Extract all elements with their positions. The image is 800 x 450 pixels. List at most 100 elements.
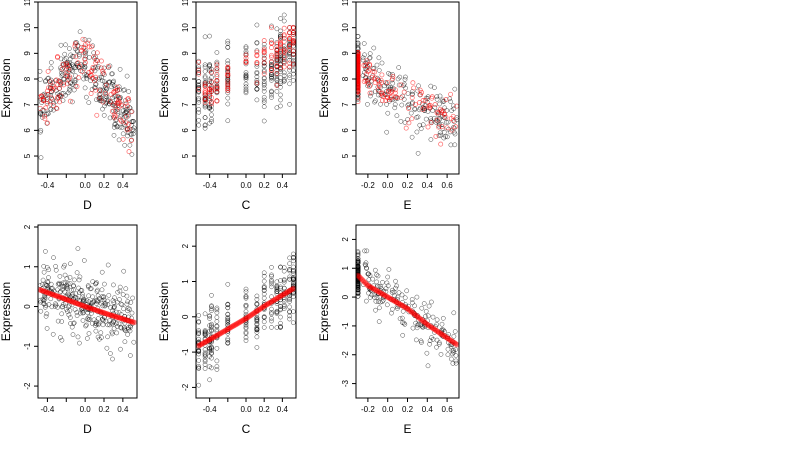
fitted-line-point <box>376 289 383 295</box>
fitted-point <box>356 84 361 90</box>
observed-point <box>290 254 296 260</box>
fitted-line-point <box>392 298 398 305</box>
observed-point <box>420 122 426 128</box>
observed-point <box>69 62 75 67</box>
fitted-line-point <box>231 322 237 329</box>
observed-point <box>214 50 220 55</box>
observed-point <box>433 324 439 330</box>
fitted-line-point <box>367 284 374 291</box>
fitted-point <box>126 96 131 102</box>
fitted-line-point <box>424 321 431 328</box>
observed-point <box>60 304 65 309</box>
fitted-line-point <box>359 277 366 283</box>
observed-point <box>261 97 267 103</box>
observed-point <box>269 299 274 305</box>
observed-point <box>406 303 411 309</box>
fitted-point <box>93 57 99 63</box>
observed-point <box>98 300 104 306</box>
observed-point <box>80 302 85 307</box>
fitted-point <box>79 69 85 75</box>
fitted-point <box>66 66 72 72</box>
observed-point <box>374 279 380 285</box>
observed-point <box>74 313 80 318</box>
fitted-point <box>385 88 391 94</box>
observed-point <box>274 26 280 32</box>
observed-point <box>287 261 292 266</box>
fitted-point <box>104 82 110 88</box>
observed-point <box>290 283 296 289</box>
fitted-point <box>380 93 386 99</box>
observed-point <box>131 128 137 133</box>
fitted-point <box>254 80 260 86</box>
observed-point <box>444 134 450 140</box>
observed-point <box>392 105 398 111</box>
observed-point <box>243 61 249 67</box>
observed-point <box>390 306 395 312</box>
fitted-point <box>411 85 417 91</box>
observed-point <box>117 114 123 119</box>
fitted-point <box>58 93 64 99</box>
fitted-point <box>202 81 208 87</box>
x-tick-label: 0.4 <box>117 405 129 414</box>
observed-point <box>415 150 421 156</box>
observed-point <box>225 101 231 107</box>
observed-point <box>57 273 63 279</box>
fitted-point <box>74 84 80 89</box>
fitted-point <box>365 69 371 74</box>
observed-point <box>126 314 131 320</box>
fitted-line-point <box>74 300 81 307</box>
observed-point <box>214 333 220 339</box>
fitted-point <box>444 125 450 131</box>
observed-point <box>127 142 133 148</box>
observed-point <box>209 338 214 344</box>
fitted-line-point <box>259 304 266 311</box>
fitted-point <box>126 121 132 127</box>
observed-point <box>86 331 92 336</box>
observed-point <box>202 342 208 348</box>
fitted-point <box>366 67 372 73</box>
observed-point <box>214 319 220 324</box>
fitted-line-point <box>245 313 252 320</box>
observed-point <box>261 270 267 276</box>
observed-point <box>429 324 435 330</box>
observed-point <box>290 286 296 292</box>
fitted-line-point <box>360 278 367 285</box>
observed-point <box>414 294 420 300</box>
observed-point <box>278 97 283 103</box>
observed-point <box>437 130 443 136</box>
observed-point <box>254 312 260 317</box>
observed-point <box>202 352 208 358</box>
observed-point <box>401 320 407 326</box>
observed-point <box>196 100 202 105</box>
observed-point <box>122 104 128 109</box>
fitted-line-point <box>233 321 240 327</box>
observed-point <box>225 327 231 332</box>
fitted-line-point <box>410 310 417 316</box>
fitted-point <box>42 116 48 122</box>
observed-point <box>287 57 292 63</box>
observed-point <box>378 101 383 107</box>
fitted-line-point <box>123 317 129 323</box>
observed-point <box>202 101 208 107</box>
observed-point <box>123 286 129 292</box>
x-tick-label: 0.4 <box>422 181 434 190</box>
fitted-line-point <box>281 291 287 298</box>
y-tick-label: 8 <box>341 76 350 81</box>
observed-point <box>372 89 378 94</box>
fitted-line-point <box>109 312 116 319</box>
fitted-point <box>196 59 202 65</box>
fitted-line-point <box>450 339 456 345</box>
fitted-line-point <box>356 272 361 279</box>
observed-point <box>269 277 274 283</box>
observed-point <box>261 284 267 289</box>
observed-point <box>254 71 260 76</box>
fitted-point <box>363 71 369 77</box>
fitted-point <box>269 40 274 46</box>
fitted-line-point <box>413 312 419 319</box>
fitted-line-point <box>69 298 75 305</box>
fitted-line-point <box>50 292 57 298</box>
observed-point <box>123 328 128 334</box>
fitted-line-point <box>201 339 207 346</box>
observed-point <box>112 295 117 301</box>
observed-point <box>110 298 116 303</box>
